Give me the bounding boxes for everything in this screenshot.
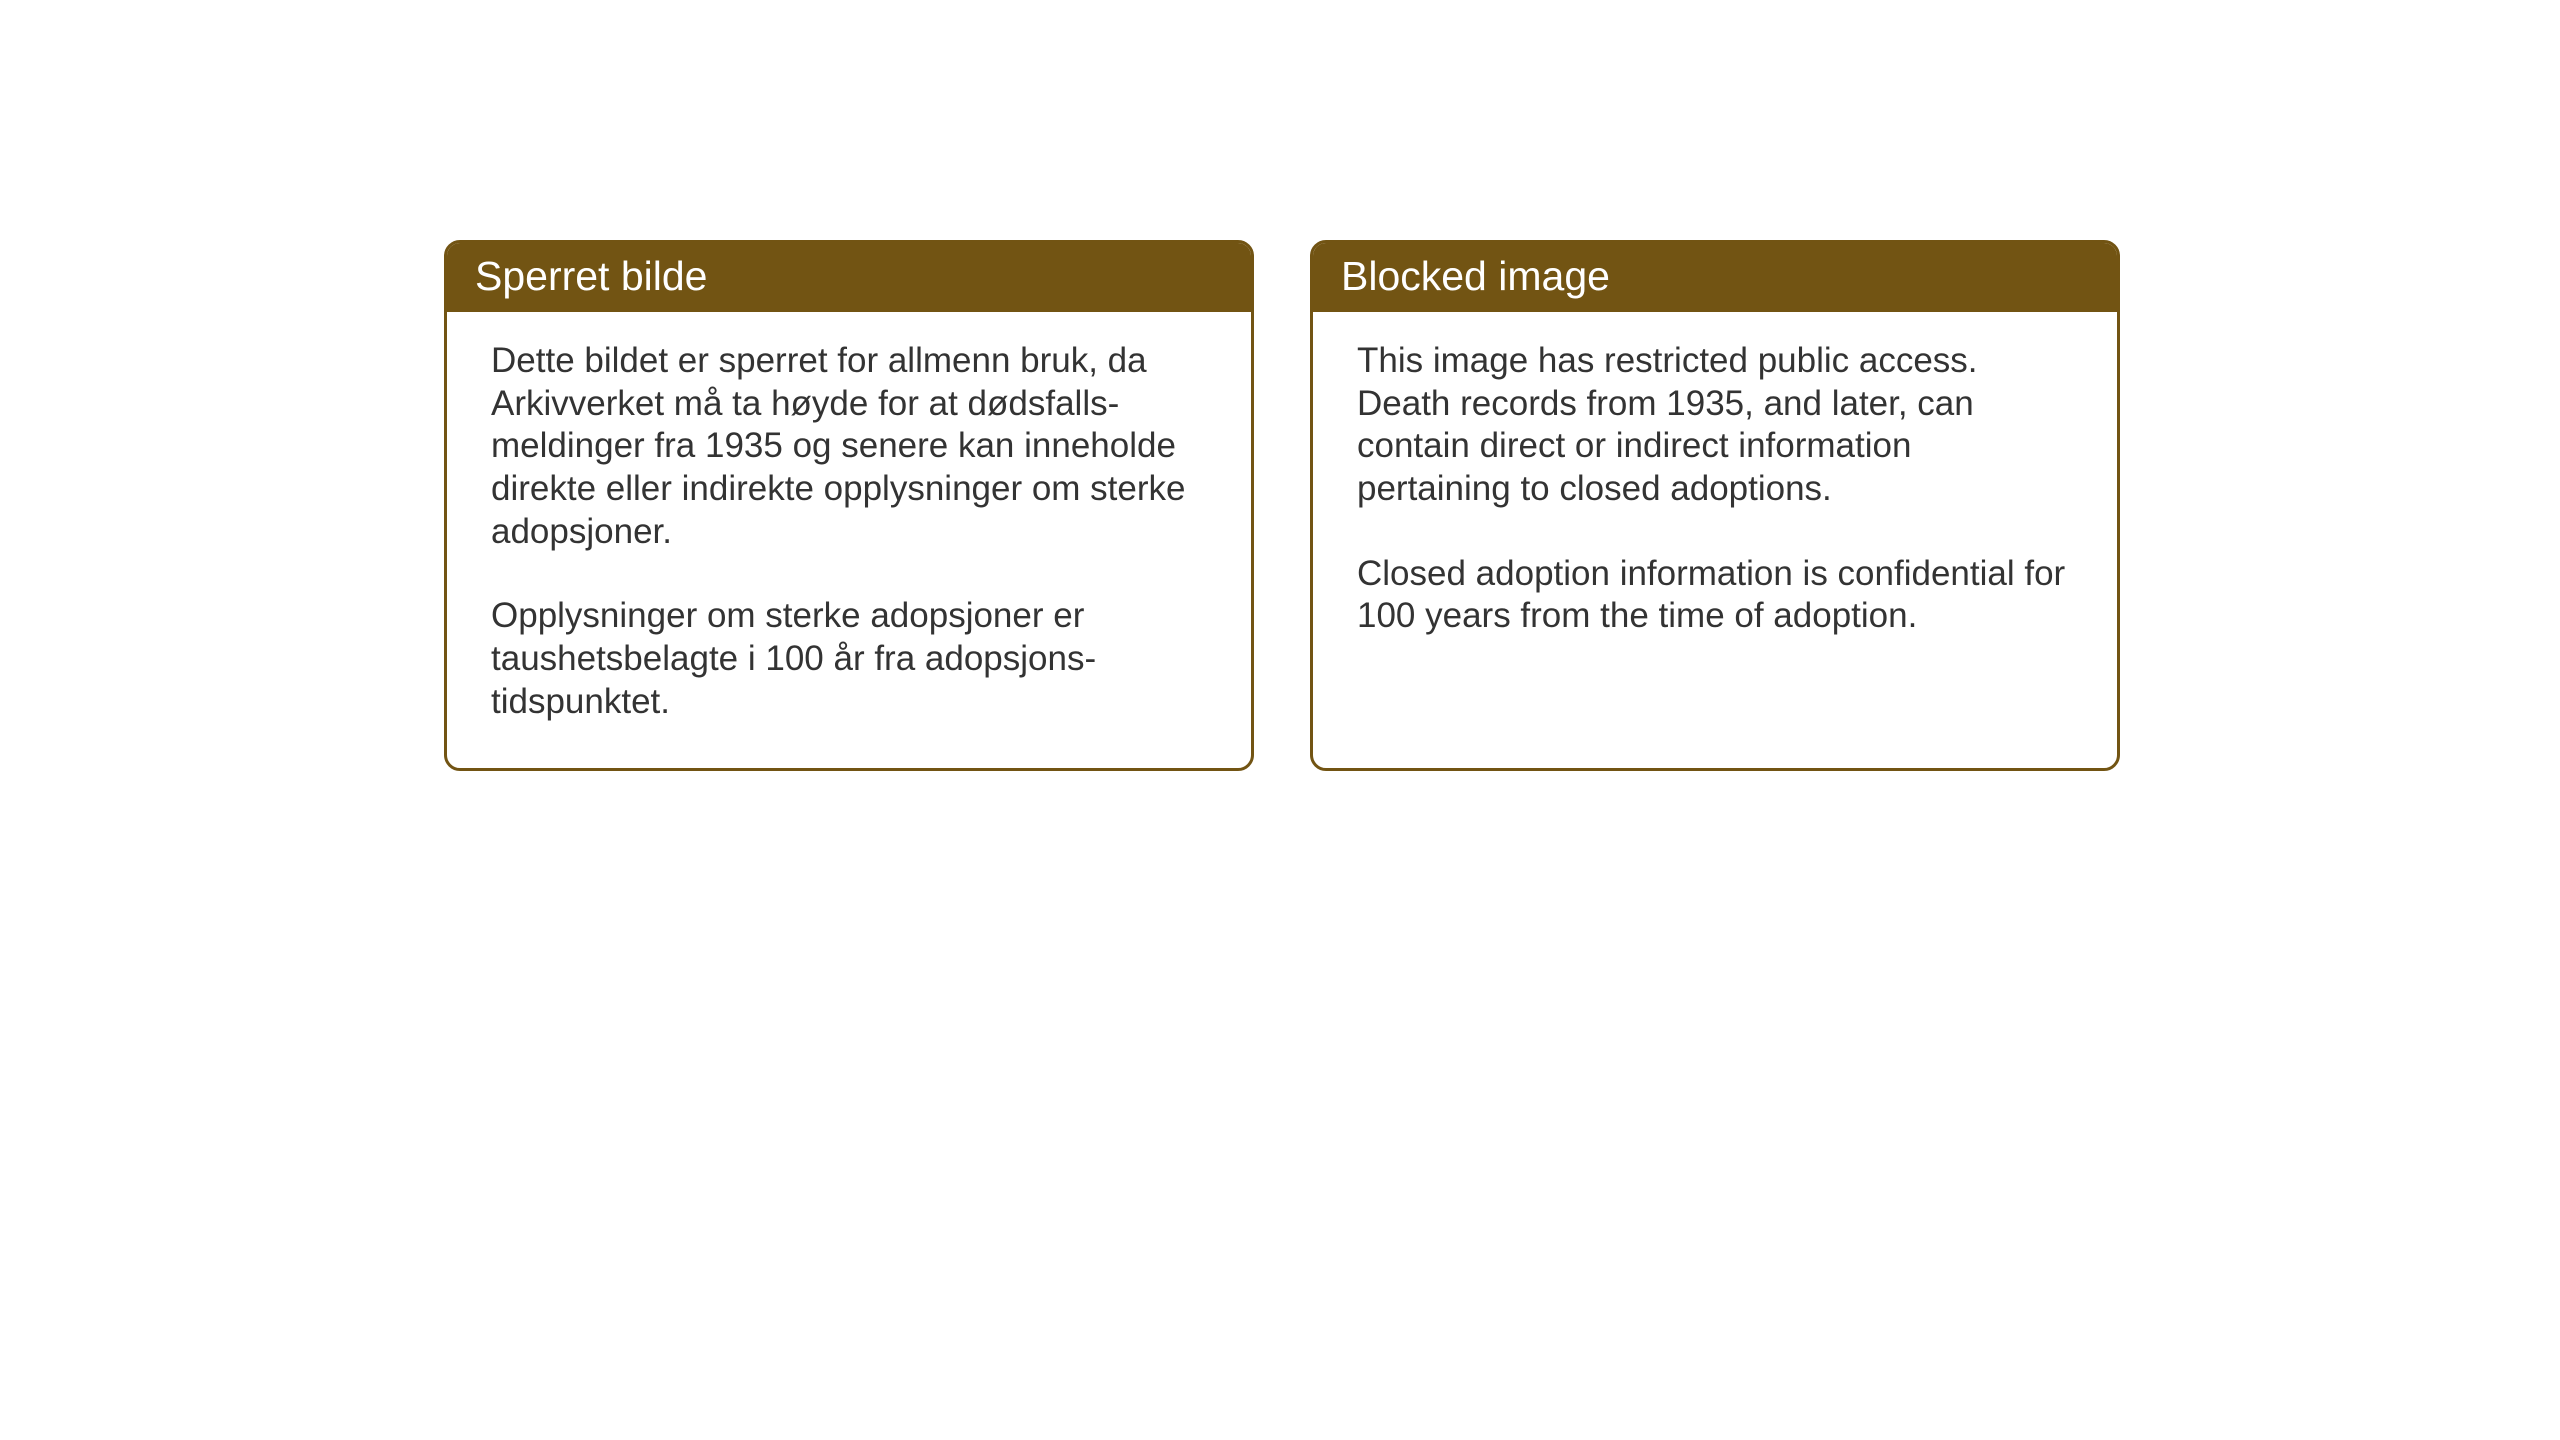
- notice-card-norwegian: Sperret bilde Dette bildet er sperret fo…: [444, 240, 1254, 771]
- card-paragraph-2-norwegian: Opplysninger om sterke adopsjoner er tau…: [491, 595, 1207, 723]
- card-header-norwegian: Sperret bilde: [447, 243, 1251, 312]
- card-paragraph-1-norwegian: Dette bildet er sperret for allmenn bruk…: [491, 340, 1207, 553]
- card-paragraph-1-english: This image has restricted public access.…: [1357, 340, 2073, 511]
- notice-container: Sperret bilde Dette bildet er sperret fo…: [444, 240, 2120, 771]
- card-body-english: This image has restricted public access.…: [1313, 312, 2117, 742]
- card-body-norwegian: Dette bildet er sperret for allmenn bruk…: [447, 312, 1251, 768]
- card-paragraph-2-english: Closed adoption information is confident…: [1357, 553, 2073, 638]
- card-header-english: Blocked image: [1313, 243, 2117, 312]
- notice-card-english: Blocked image This image has restricted …: [1310, 240, 2120, 771]
- card-title-norwegian: Sperret bilde: [475, 253, 707, 299]
- card-title-english: Blocked image: [1341, 253, 1610, 299]
